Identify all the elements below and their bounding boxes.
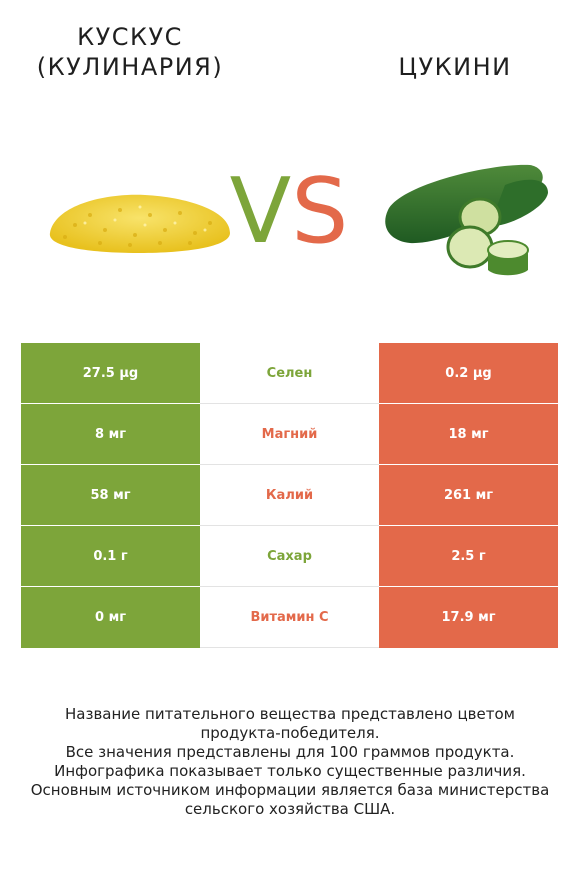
table-row: 8 мг Магний 18 мг (21, 403, 558, 465)
table-row: 0 мг Витамин C 17.9 мг (21, 586, 558, 648)
footnote-line: Основным источником информации является … (30, 781, 550, 799)
nutrient-label: Витамин C (200, 586, 379, 648)
left-value: 0.1 г (21, 525, 200, 587)
footnote-line: Все значения представлены для 100 граммо… (65, 743, 515, 761)
left-value: 8 мг (21, 403, 200, 465)
table-row: 0.1 г Сахар 2.5 г (21, 525, 558, 587)
table-row: 27.5 µg Селен 0.2 µg (21, 343, 558, 404)
comparison-table: 27.5 µg Селен 0.2 µg 8 мг Магний 18 мг 5… (21, 343, 558, 648)
right-food-title: ЦУКИНИ (398, 53, 512, 81)
left-value: 0 мг (21, 586, 200, 648)
left-value: 58 мг (21, 464, 200, 526)
couscous-image (49, 194, 231, 253)
left-food-title: КУСКУС (КУЛИНАРИЯ) (20, 22, 240, 82)
vs-s: S (291, 159, 349, 264)
vs-label: VS (224, 162, 354, 262)
footnote-line: продукта-победителя. (200, 724, 380, 742)
footnote: Название питательного вещества представл… (20, 705, 560, 819)
right-value: 2.5 г (379, 525, 558, 587)
footnote-line: Инфографика показывает только существенн… (54, 762, 526, 780)
vs-v: V (229, 159, 292, 264)
nutrient-label: Сахар (200, 525, 379, 587)
nutrient-label: Селен (200, 343, 379, 404)
nutrient-label: Магний (200, 403, 379, 465)
footnote-line: сельского хозяйства США. (184, 800, 396, 818)
footnote-line: Название питательного вещества представл… (65, 705, 515, 723)
table-row: 58 мг Калий 261 мг (21, 464, 558, 526)
left-food-title-line2: (КУЛИНАРИЯ) (36, 53, 224, 81)
right-value: 0.2 µg (379, 343, 558, 404)
right-value: 261 мг (379, 464, 558, 526)
right-value: 18 мг (379, 403, 558, 465)
zucchini-image (385, 164, 548, 276)
nutrient-label: Калий (200, 464, 379, 526)
left-value: 27.5 µg (21, 343, 200, 404)
right-value: 17.9 мг (379, 586, 558, 648)
left-food-title-line1: КУСКУС (77, 23, 183, 51)
